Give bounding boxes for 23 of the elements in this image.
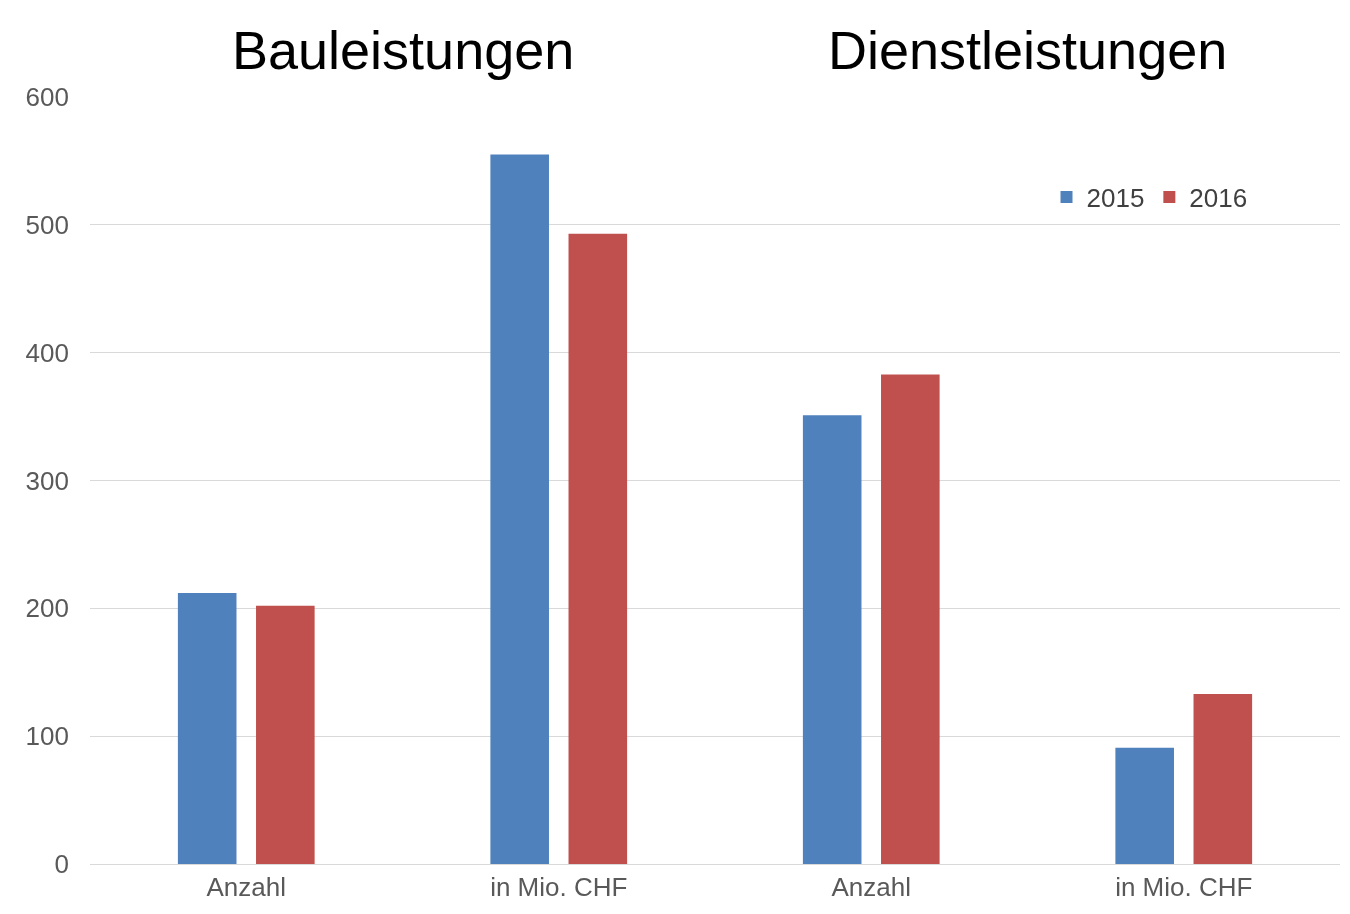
bar — [1115, 747, 1174, 864]
y-tick-label: 0 — [54, 849, 69, 880]
x-tick-label: Anzahl — [831, 872, 911, 903]
y-tick-label: 100 — [25, 721, 69, 752]
y-tick-label: 500 — [25, 209, 69, 240]
y-tick-label: 300 — [25, 465, 69, 496]
bar — [256, 605, 315, 864]
bar — [802, 415, 862, 864]
legend-label: 2015 — [1086, 183, 1145, 214]
bar — [177, 592, 237, 864]
y-tick-label: 200 — [25, 593, 69, 624]
x-tick-label: in Mio. CHF — [490, 872, 628, 903]
bar — [568, 233, 628, 864]
text: Dienstleistungen — [828, 20, 1228, 80]
x-tick-label: in Mio. CHF — [1115, 872, 1253, 903]
x-tick-label: Anzahl — [206, 872, 286, 903]
y-tick-label: 400 — [25, 337, 69, 368]
y-tick-label: 600 — [25, 82, 69, 113]
text: Bauleistungen — [232, 20, 575, 80]
legend-label: 2016 — [1189, 183, 1248, 214]
bar — [1193, 693, 1253, 864]
bar — [490, 154, 549, 864]
bar — [881, 374, 940, 864]
